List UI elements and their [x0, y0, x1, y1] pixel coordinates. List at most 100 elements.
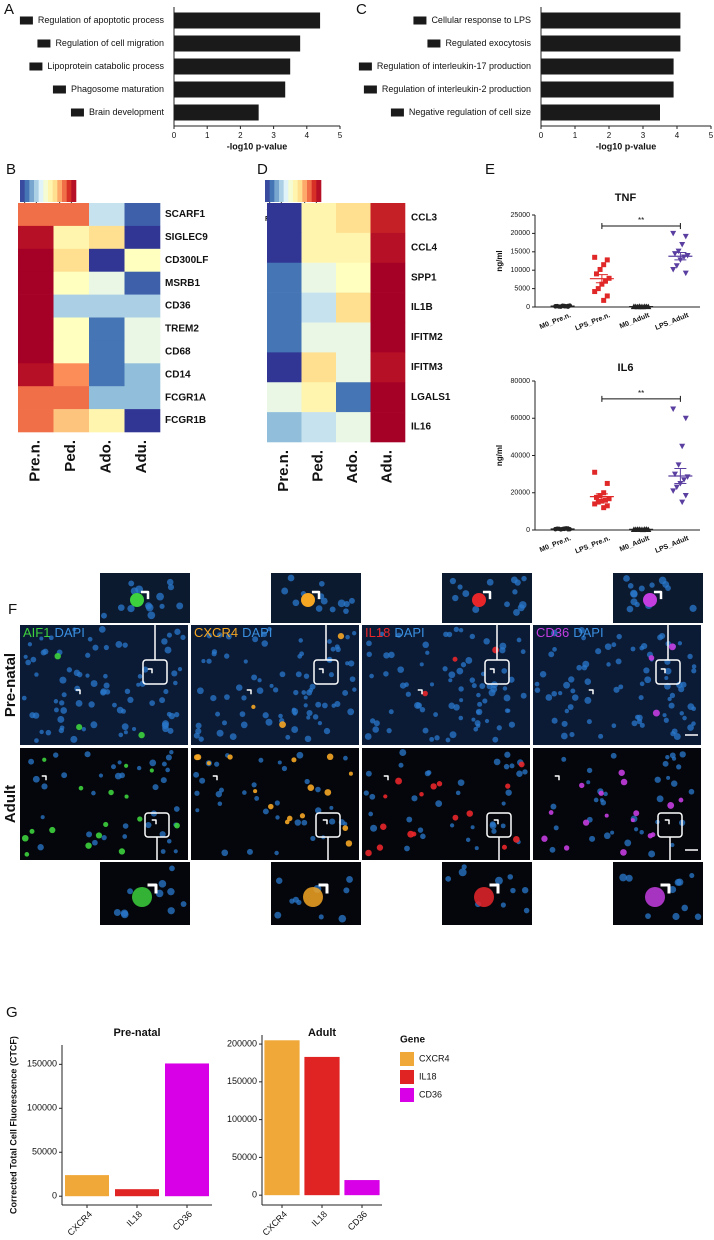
row-label: MSRB1 — [165, 278, 200, 289]
arrowhead — [246, 689, 252, 695]
marker-cell — [430, 783, 437, 790]
marker-cell — [652, 709, 660, 717]
nucleus — [503, 763, 510, 770]
marker-name: CD36 — [536, 625, 569, 640]
bar — [165, 1063, 209, 1197]
legend-key — [358, 62, 372, 71]
nucleus — [595, 648, 602, 655]
nucleus — [561, 720, 568, 727]
nucleus — [136, 765, 142, 771]
nucleus — [169, 865, 175, 872]
colorbar-segment — [311, 180, 317, 202]
heatmap-cell — [124, 271, 161, 295]
colorbar-segment — [62, 180, 67, 202]
data-point — [670, 266, 677, 273]
marker-cell — [667, 802, 675, 809]
row-label: Pre-natal — [2, 653, 19, 717]
row-label: CD300LF — [165, 255, 208, 266]
nucleus — [668, 702, 675, 709]
heatmap-cell — [267, 203, 302, 234]
nucleus — [576, 664, 583, 671]
row-label: IL16 — [411, 422, 431, 433]
marker-cell — [303, 887, 323, 907]
data-point — [670, 230, 677, 237]
nucleus — [132, 726, 137, 732]
marker-cell — [174, 822, 180, 829]
nucleus — [197, 687, 204, 695]
nucleus — [582, 660, 590, 668]
nucleus — [563, 681, 571, 689]
nucleus — [414, 702, 421, 709]
nucleus — [254, 796, 260, 801]
bar — [541, 35, 681, 52]
y-tick-label: 0 — [52, 1191, 57, 1201]
row-label: Adult — [2, 785, 19, 823]
nucleus — [297, 654, 303, 659]
data-point — [671, 471, 678, 478]
nucleus — [149, 700, 156, 706]
nucleus — [281, 587, 289, 595]
heatmap-cell — [370, 262, 406, 293]
nucleus — [671, 756, 677, 761]
heatmap-cell — [53, 340, 90, 364]
nucleus — [666, 775, 671, 780]
nucleus — [272, 687, 279, 693]
nucleus — [306, 689, 313, 696]
heatmap-cell — [53, 203, 90, 227]
nucleus — [193, 732, 200, 739]
nucleus — [242, 790, 247, 795]
colorbar-segment — [24, 180, 30, 202]
error-bar — [674, 468, 687, 484]
bar — [174, 81, 286, 98]
nucleus — [551, 690, 557, 697]
nucleus — [429, 682, 435, 687]
nucleus — [159, 603, 165, 609]
heatmap-cell — [18, 386, 54, 410]
nucleus — [567, 704, 574, 710]
marker-cell — [324, 789, 332, 796]
x-tick-label: 0 — [172, 131, 177, 140]
nucleus — [664, 667, 672, 675]
nucleus — [75, 700, 83, 707]
marker-cell — [42, 757, 47, 762]
nucleus — [155, 889, 164, 898]
nucleus — [473, 726, 479, 732]
chart-title: Pre-natal — [113, 1027, 160, 1039]
nucleus — [494, 876, 503, 885]
row-label: CCL3 — [411, 213, 438, 224]
marker-name: IL18 — [365, 625, 390, 640]
bar — [541, 104, 660, 121]
nucleus — [40, 815, 45, 820]
nucleus — [455, 790, 461, 796]
nucleus — [162, 720, 170, 728]
nucleus — [673, 733, 681, 741]
nucleus — [399, 749, 407, 757]
nucleus — [627, 583, 634, 589]
heatmap-cell — [53, 225, 90, 250]
nucleus — [285, 734, 291, 740]
nucleus — [251, 782, 257, 788]
x-tick-label: 4 — [675, 131, 680, 140]
nucleus — [396, 632, 402, 638]
nucleus — [369, 673, 374, 679]
x-tick-label: 2 — [238, 131, 243, 140]
x-tick-label: 1 — [573, 131, 578, 140]
nucleus — [568, 676, 575, 683]
marker-cell — [541, 835, 548, 842]
nucleus — [352, 687, 357, 692]
nucleus — [173, 806, 180, 812]
heatmap-cell — [267, 412, 302, 443]
nucleus — [343, 887, 350, 894]
nucleus — [639, 722, 645, 728]
y-tick-label: 150000 — [227, 1076, 257, 1086]
nucleus — [662, 760, 669, 767]
nucleus — [164, 646, 172, 654]
nucleus — [388, 709, 394, 715]
data-point — [592, 289, 598, 295]
nucleus — [161, 638, 168, 645]
marker-cell — [365, 849, 372, 857]
heatmap-cell — [124, 409, 161, 433]
x-tick-label: 4 — [305, 131, 310, 140]
micrograph — [191, 625, 359, 745]
marker-cell — [598, 790, 604, 796]
